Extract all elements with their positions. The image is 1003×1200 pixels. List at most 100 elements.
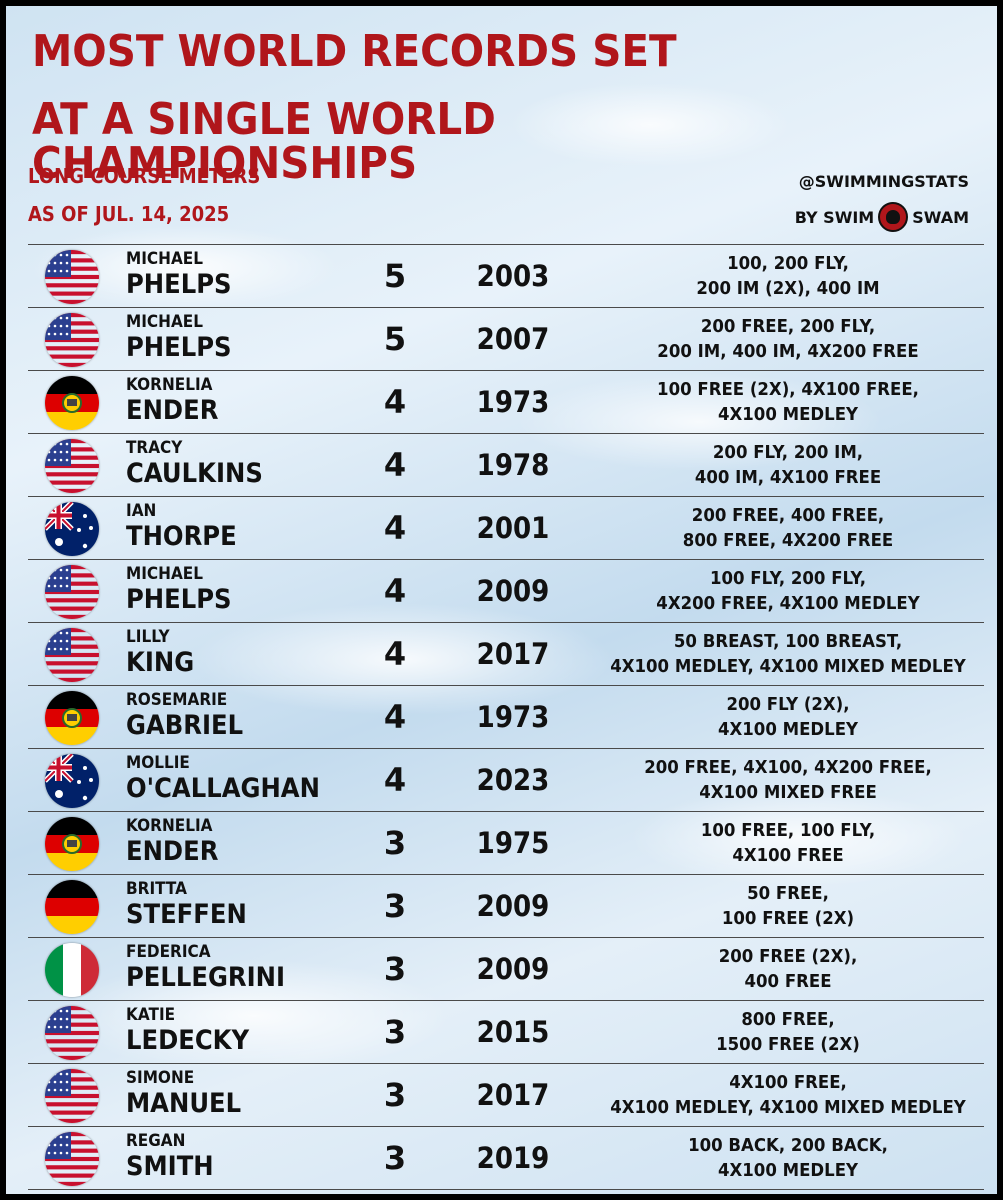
event-line: 200 FLY, 200 IM,	[712, 442, 864, 463]
event-line: 200 FREE, 400 FREE,	[691, 505, 885, 526]
event-line: 400 FREE	[744, 971, 832, 992]
subtitle-course: LONG COURSE METERS	[28, 164, 261, 188]
event-line: 100 FREE, 100 FLY,	[700, 820, 876, 841]
record-count: 3	[383, 950, 407, 988]
usa-flag-icon	[45, 565, 99, 619]
swimmer-last-name: O'CALLAGHAN	[126, 773, 320, 804]
records-table: MICHAEL PHELPS 5 2003 100, 200 FLY, 200 I…	[28, 244, 984, 1190]
event-line: 100 BACK, 200 BACK,	[688, 1135, 888, 1156]
event-line: 200 FREE, 4X100, 4X200 FREE,	[644, 757, 932, 778]
event-line: 4X100 MEDLEY, 4X100 MIXED MEDLEY	[610, 656, 966, 677]
table-row: BRITTA STEFFEN 3 2009 50 FREE, 100 FREE (…	[28, 874, 984, 937]
swimmer-first-name: KATIE	[126, 1005, 176, 1025]
swimmer-last-name: MANUEL	[126, 1088, 242, 1119]
usa-flag-icon	[45, 1006, 99, 1060]
championship-year: 2023	[476, 763, 550, 797]
event-line: 4X100 MIXED FREE	[699, 782, 877, 803]
championship-year: 1973	[476, 700, 550, 734]
credit-brand: BY SWIM SWAM	[795, 202, 969, 232]
event-line: 50 BREAST, 100 BREAST,	[673, 631, 903, 652]
swimmer-last-name: LEDECKY	[126, 1025, 250, 1056]
credit-handle: @SWIMMINGSTATS	[798, 172, 969, 191]
event-line: 100 FREE (2X)	[721, 908, 855, 929]
event-line: 50 FREE,	[747, 883, 829, 904]
infographic: MOST WORLD RECORDS SET AT A SINGLE WORLD…	[6, 6, 997, 1194]
record-events: 100 FLY, 200 FLY, 4X200 FREE, 4X100 MEDLE…	[604, 566, 972, 616]
ita-flag-icon	[45, 943, 99, 997]
gdr-flag-icon	[45, 817, 99, 871]
table-row: MICHAEL PHELPS 5 2003 100, 200 FLY, 200 I…	[28, 244, 984, 307]
title-line-2: AT A SINGLE WORLD CHAMPIONSHIPS	[32, 94, 496, 189]
table-row: TRACY CAULKINS 4 1978 200 FLY, 200 IM, 40…	[28, 433, 984, 496]
swimmer-first-name: IAN	[126, 501, 157, 521]
championship-year: 1975	[476, 826, 550, 860]
credit-by: BY SWIM	[794, 207, 875, 227]
championship-year: 1973	[476, 385, 550, 419]
record-events: 50 FREE, 100 FREE (2X)	[604, 881, 972, 931]
championship-year: 2009	[476, 952, 550, 986]
table-row: KORNELIA ENDER 4 1973 100 FREE (2X), 4X1…	[28, 370, 984, 433]
record-events: 800 FREE, 1500 FREE (2X)	[604, 1007, 972, 1057]
usa-flag-icon	[45, 313, 99, 367]
gdr-flag-icon	[45, 376, 99, 430]
table-row: SIMONE MANUEL 3 2017 4X100 FREE, 4X100 ME…	[28, 1063, 984, 1126]
record-count: 3	[383, 887, 407, 925]
table-row: MOLLIE O'CALLAGHAN 4 2023 200 FREE, 4X10…	[28, 748, 984, 811]
swimmer-first-name: MICHAEL	[126, 312, 204, 332]
record-count: 4	[383, 698, 407, 736]
swimmer-last-name: KING	[126, 647, 195, 678]
record-count: 5	[383, 257, 407, 295]
usa-flag-icon	[45, 439, 99, 493]
swimmer-last-name: ENDER	[126, 395, 219, 426]
championship-year: 2001	[476, 511, 550, 545]
swimmer-first-name: LILLY	[126, 627, 170, 647]
swimmer-first-name: SIMONE	[126, 1068, 195, 1088]
record-count: 4	[383, 509, 407, 547]
record-count: 4	[383, 383, 407, 421]
table-row: KATIE LEDECKY 3 2015 800 FREE, 1500 FREE …	[28, 1000, 984, 1063]
record-count: 3	[383, 1139, 407, 1177]
event-line: 4X100 FREE,	[729, 1072, 847, 1093]
table-row: LILLY KING 4 2017 50 BREAST, 100 BREAST,…	[28, 622, 984, 685]
usa-flag-icon	[45, 250, 99, 304]
event-line: 1500 FREE (2X)	[716, 1034, 860, 1055]
event-line: 4X100 MEDLEY	[717, 1160, 859, 1181]
championship-year: 2003	[476, 259, 550, 293]
swimmer-first-name: TRACY	[126, 438, 183, 458]
event-line: 200 IM (2X), 400 IM	[696, 278, 880, 299]
event-line: 4X100 MEDLEY	[717, 404, 859, 425]
event-line: 4X200 FREE, 4X100 MEDLEY	[656, 593, 920, 614]
record-count: 3	[383, 1076, 407, 1114]
record-events: 100 BACK, 200 BACK, 4X100 MEDLEY	[604, 1133, 972, 1183]
table-row: REGAN SMITH 3 2019 100 BACK, 200 BACK, 4X…	[28, 1126, 984, 1190]
record-count: 4	[383, 635, 407, 673]
table-row: FEDERICA PELLEGRINI 3 2009 200 FREE (2X)…	[28, 937, 984, 1000]
swimmer-first-name: BRITTA	[126, 879, 188, 899]
table-row: ROSEMARIE GABRIEL 4 1973 200 FLY (2X), 4X…	[28, 685, 984, 748]
event-line: 4X100 FREE	[732, 845, 844, 866]
record-events: 200 FREE, 4X100, 4X200 FREE, 4X100 MIXED …	[604, 755, 972, 805]
event-line: 200 FREE (2X),	[718, 946, 858, 967]
swimmer-first-name: REGAN	[126, 1131, 186, 1151]
usa-flag-icon	[45, 628, 99, 682]
swimmer-first-name: KORNELIA	[126, 375, 213, 395]
table-row: IAN THORPE 4 2001 200 FREE, 400 FREE, 800…	[28, 496, 984, 559]
record-events: 100 FREE, 100 FLY, 4X100 FREE	[604, 818, 972, 868]
table-row: MICHAEL PHELPS 4 2009 100 FLY, 200 FLY, 4…	[28, 559, 984, 622]
championship-year: 2017	[476, 1078, 550, 1112]
swimmer-last-name: PELLEGRINI	[126, 962, 286, 993]
swimmer-last-name: GABRIEL	[126, 710, 244, 741]
championship-year: 1978	[476, 448, 550, 482]
swimmer-last-name: CAULKINS	[126, 458, 263, 489]
record-events: 100 FREE (2X), 4X100 FREE, 4X100 MEDLEY	[604, 377, 972, 427]
swimmer-last-name: PHELPS	[126, 269, 232, 300]
event-line: 400 IM, 4X100 FREE	[694, 467, 882, 488]
championship-year: 2019	[476, 1141, 550, 1175]
record-events: 4X100 FREE, 4X100 MEDLEY, 4X100 MIXED MED…	[604, 1070, 972, 1120]
usa-flag-icon	[45, 1069, 99, 1123]
record-count: 4	[383, 572, 407, 610]
swimmer-first-name: MOLLIE	[126, 753, 190, 773]
gdr-flag-icon	[45, 691, 99, 745]
event-line: 200 FREE, 200 FLY,	[700, 316, 876, 337]
swimmer-last-name: ENDER	[126, 836, 219, 867]
